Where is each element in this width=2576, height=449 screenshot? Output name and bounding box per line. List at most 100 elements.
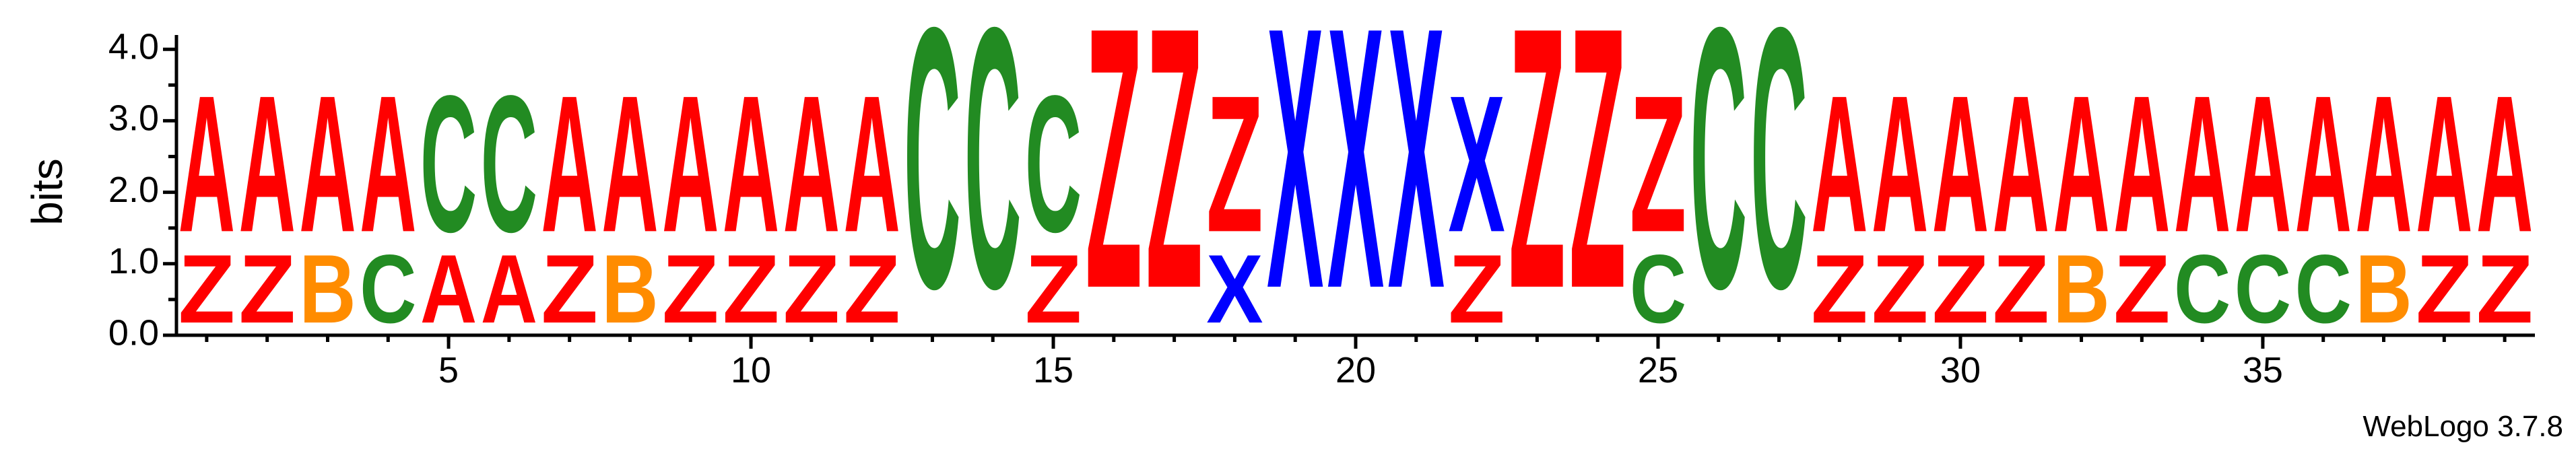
letter: Z: [1630, 56, 1686, 273]
letter-group: Z: [1206, 56, 1263, 273]
letter: A: [601, 55, 658, 273]
x-tick-label: 35: [2243, 350, 2283, 390]
letter: Z: [1993, 234, 2049, 343]
letter-group: Z: [1146, 0, 1202, 366]
letter-group: C: [964, 0, 1021, 366]
letter-group: A: [783, 55, 840, 273]
letter-group: A: [662, 55, 719, 273]
letter-group: C: [2174, 234, 2231, 343]
letter-group: A: [1932, 55, 1989, 273]
letter-group: X: [1267, 0, 1324, 366]
letter-group: A: [2295, 55, 2352, 273]
x-tick-label: 15: [1033, 350, 1074, 390]
letter-group: A: [2235, 55, 2291, 273]
letter-group: Z: [1086, 0, 1142, 366]
letter-group: Z: [783, 234, 840, 343]
letter: A: [2416, 55, 2472, 273]
letter-group: B: [2355, 234, 2412, 343]
letter: X: [1206, 234, 1263, 343]
letter: A: [238, 55, 295, 273]
letter: Z: [723, 234, 779, 343]
letter: A: [420, 234, 477, 343]
letter: A: [299, 55, 356, 273]
letter-group: X: [1448, 56, 1505, 273]
letter-group: Z: [662, 234, 719, 343]
letter: C: [1025, 55, 1082, 273]
letter-group: A: [238, 55, 295, 273]
letter-group: A: [1993, 55, 2049, 273]
letter: C: [2295, 234, 2352, 343]
letter-group: Z: [843, 234, 900, 343]
letter: B: [2053, 234, 2109, 343]
letter: Z: [843, 234, 900, 343]
letter: A: [1811, 55, 1868, 273]
letter: Z: [2113, 234, 2170, 343]
letter: A: [360, 55, 416, 273]
letter: Z: [2476, 234, 2533, 343]
letter-group: A: [420, 234, 477, 343]
y-tick-label: 4.0: [108, 27, 159, 67]
letter-group: A: [481, 234, 537, 343]
letter-group: A: [2355, 55, 2412, 273]
letter-group: X: [1206, 234, 1263, 343]
letter-group: C: [1750, 0, 1807, 366]
letter: A: [481, 234, 537, 343]
letter: Z: [1811, 234, 1868, 343]
letter-group: A: [299, 55, 356, 273]
letter: X: [1327, 0, 1385, 366]
x-tick-label: 5: [438, 350, 459, 390]
letter-group: A: [2416, 55, 2472, 273]
letter-group: B: [299, 234, 356, 343]
y-tick-label: 3.0: [108, 98, 159, 139]
letter: A: [178, 55, 235, 273]
letter: C: [1630, 234, 1686, 343]
letter: A: [2295, 55, 2352, 273]
letter: A: [723, 55, 779, 273]
letter: A: [1932, 55, 1989, 273]
footer: WebLogo 3.7.8: [2363, 410, 2563, 443]
letter-group: C: [481, 55, 537, 273]
letter-group: Z: [1811, 234, 1868, 343]
y-tick-label: 0.0: [108, 312, 159, 353]
letter: A: [843, 55, 900, 273]
x-tick-label: 20: [1335, 350, 1376, 390]
letter-group: X: [1388, 0, 1445, 366]
letter: A: [1872, 55, 1928, 273]
letter: A: [2053, 55, 2109, 273]
letter: Z: [783, 234, 840, 343]
letter: A: [2113, 55, 2170, 273]
letter-group: Z: [1993, 234, 2049, 343]
letter-group: A: [1811, 55, 1868, 273]
letter: Z: [1569, 0, 1626, 366]
letter: Z: [1872, 234, 1928, 343]
letter: Z: [1448, 234, 1505, 343]
letter: Z: [1932, 234, 1989, 343]
letter-group: Z: [2113, 234, 2170, 343]
letter: Z: [541, 234, 597, 343]
letter-group: Z: [2476, 234, 2533, 343]
letter-group: Z: [1448, 234, 1505, 343]
letter-group: Z: [541, 234, 597, 343]
letter-group: Z: [238, 234, 295, 343]
letter-group: Z: [1509, 0, 1565, 366]
letter: A: [2476, 55, 2533, 273]
letter: Z: [1086, 0, 1142, 366]
letter: B: [2355, 234, 2412, 343]
letter-group: B: [601, 234, 658, 343]
letter: B: [601, 234, 658, 343]
letter: Z: [2416, 234, 2472, 343]
letter: A: [2235, 55, 2291, 273]
letter-group: Z: [1025, 234, 1082, 343]
letter: Z: [178, 234, 235, 343]
letter-group: Z: [2416, 234, 2472, 343]
letter: C: [360, 234, 416, 343]
letter-group: Z: [1932, 234, 1989, 343]
letter: Z: [1509, 0, 1565, 366]
letter-group: A: [843, 55, 900, 273]
letter-group: A: [178, 55, 235, 273]
letter-group: A: [360, 55, 416, 273]
letter: C: [2235, 234, 2291, 343]
letter: B: [299, 234, 356, 343]
